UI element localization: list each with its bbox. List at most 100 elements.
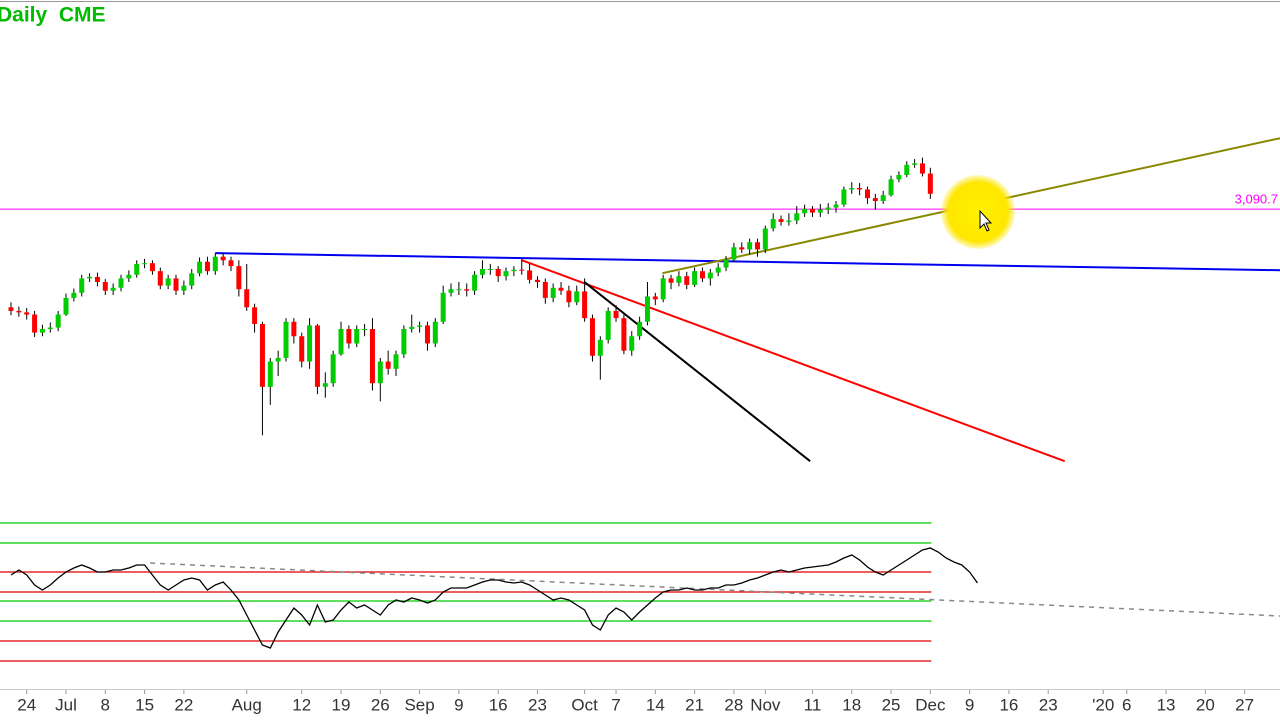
candle-body [479,268,485,275]
candle-body [888,179,894,196]
price-level-label: 3,090.7 [1235,192,1278,207]
candle-body [102,282,108,291]
candle-body [456,289,462,291]
x-tick-label: 27 [1235,695,1254,714]
candle-body [904,164,910,175]
candle-body [173,278,179,291]
candle-body [534,279,540,282]
candle-body [134,263,140,275]
cursor-highlight [941,175,1015,249]
x-tick-label: 7 [611,695,620,714]
candle-body [8,307,14,311]
x-tick-label: 23 [528,695,547,714]
candle-body [503,271,509,277]
candle-body [252,307,258,324]
x-tick-label: 9 [454,695,463,714]
candle-body [472,274,478,291]
candle-body [39,329,45,333]
candle-body [605,310,611,340]
candle-body [770,219,776,229]
candle-body [424,325,430,344]
candle-body [684,276,690,285]
candle-body [912,163,918,165]
candle-body [511,269,517,272]
candle-body [857,188,863,190]
candle-body [220,256,226,261]
candle-body [825,207,831,210]
candle-body [110,287,116,291]
candle-body [542,282,548,298]
candle-body [189,273,195,286]
candle-body [346,329,352,344]
trend-line [215,252,1280,272]
candle-body [212,256,218,272]
candle-body [55,314,61,328]
candle-body [566,290,572,303]
candle-body [786,220,792,222]
candle-body [79,278,85,293]
candle-body [896,174,902,180]
candle-body [71,292,77,298]
candle-body [864,189,870,199]
candle-body [338,329,344,355]
x-tick-label: '20 [1092,695,1114,714]
candle-body [377,361,383,384]
candle-body [417,325,423,327]
candle-body [440,292,446,322]
candle-body [322,383,328,387]
candle-body [362,329,368,330]
candle-body [707,272,713,279]
candle-body [754,242,760,250]
candle-body [267,361,273,387]
candle-body [259,323,265,387]
x-tick-label: Aug [232,695,262,714]
candle-body [809,208,815,213]
x-tick-label: 23 [1039,695,1058,714]
candle-body [369,329,375,384]
candle-body [558,287,564,291]
x-tick-label: 25 [882,695,901,714]
x-tick-label: 16 [489,695,508,714]
candle-body [802,208,808,214]
candle-body [157,271,163,286]
candle-body [747,242,753,250]
trend-line [521,259,1066,463]
candle-body [919,163,925,174]
x-tick-label: 11 [804,695,822,714]
candle-body [63,297,69,315]
candle-body [613,310,619,319]
candle-body [589,318,595,356]
oscillator-line [10,547,979,649]
x-tick-label: 19 [332,695,351,714]
candle-body [409,326,415,329]
x-tick-label: 13 [1157,695,1176,714]
candle-body [699,271,705,279]
candle-body [849,188,855,190]
oscillator-trend-line [150,562,1280,617]
candle-body [126,274,132,279]
x-tick-label: 26 [371,695,390,714]
candle-body [676,276,682,283]
candle-body [597,339,603,356]
candle-body [652,296,658,300]
x-tick-label: Oct [571,695,598,714]
candle-body [833,204,839,208]
candle-body [637,321,643,337]
oscillator-pane [0,522,1280,662]
candle-body [197,261,203,274]
candle-body [927,173,933,194]
candle-body [307,325,313,362]
candle-body [24,312,30,315]
x-tick-label: Nov [750,695,781,714]
candle-body [660,278,666,300]
candle-body [629,336,635,351]
candle-body [291,321,297,337]
chart-title: Daily CME [0,4,106,27]
candle-body [731,247,737,260]
candle-body [692,271,698,285]
candle-body [519,269,525,271]
x-tick-label: Jul [55,695,77,714]
candle-body [204,261,210,272]
